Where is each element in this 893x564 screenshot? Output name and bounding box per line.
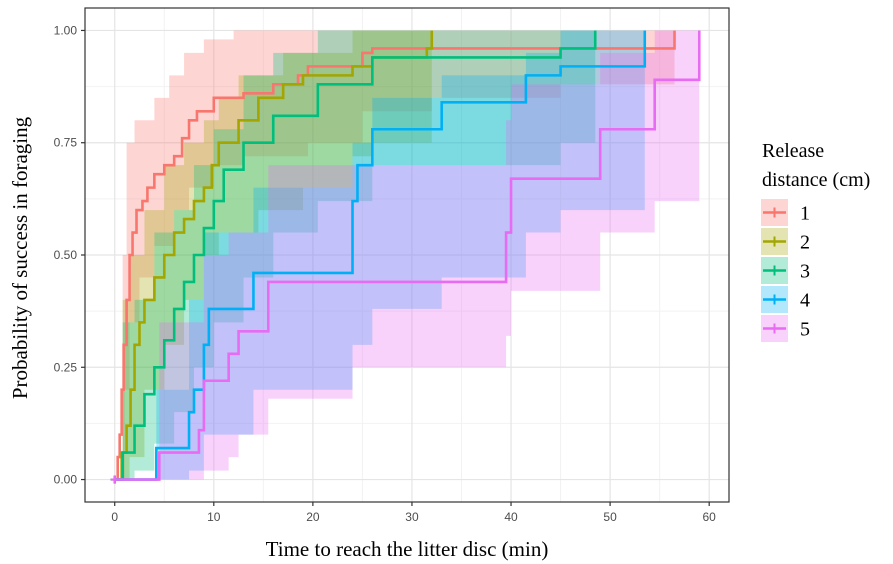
y-axis-ticks: 0.00 0.25 0.50 0.75 1.00 [54, 23, 85, 487]
legend-title-line-1: Release [762, 140, 824, 162]
legend: Release distance (cm) 1 2 3 4 5 [761, 140, 870, 342]
legend-item-5: 5 [761, 315, 810, 342]
legend-item-4: 4 [761, 286, 810, 313]
survival-curves [110, 30, 701, 484]
legend-label-5: 5 [800, 319, 810, 341]
confidence-band-2 [114, 30, 432, 480]
y-tick-label: 0.25 [54, 360, 78, 374]
y-axis-title: Probability of success in foraging [8, 116, 32, 399]
legend-label-3: 3 [800, 261, 810, 283]
x-tick-label: 0 [111, 510, 118, 524]
survival-curve-4 [114, 30, 647, 481]
x-tick-label: 40 [504, 510, 518, 524]
x-tick-label: 10 [207, 510, 221, 524]
legend-item-2: 2 [761, 228, 810, 255]
y-tick-label: 0.50 [54, 248, 78, 262]
legend-label-1: 1 [800, 203, 810, 225]
x-tick-label: 60 [703, 510, 717, 524]
y-tick-label: 1.00 [54, 23, 78, 37]
x-tick-label: 50 [603, 510, 617, 524]
survival-curve-5 [114, 30, 701, 481]
x-axis-title: Time to reach the litter disc (min) [266, 537, 549, 561]
plot-panel [85, 8, 729, 502]
legend-item-3: 3 [761, 257, 810, 284]
x-tick-label: 20 [306, 510, 320, 524]
legend-label-4: 4 [800, 290, 810, 312]
x-tick-label: 30 [405, 510, 419, 524]
y-tick-label: 0.75 [54, 136, 78, 150]
confidence-band-5 [114, 30, 700, 480]
legend-label-2: 2 [800, 232, 810, 254]
confidence-band-4 [114, 30, 645, 480]
legend-title-line-2: distance (cm) [762, 169, 870, 191]
legend-item-1: 1 [761, 199, 810, 226]
survival-curve-2 [114, 30, 434, 481]
survival-curve-3 [114, 30, 597, 481]
x-axis-ticks: 0 10 20 30 40 50 60 [111, 502, 716, 524]
y-tick-label: 0.00 [54, 473, 78, 487]
